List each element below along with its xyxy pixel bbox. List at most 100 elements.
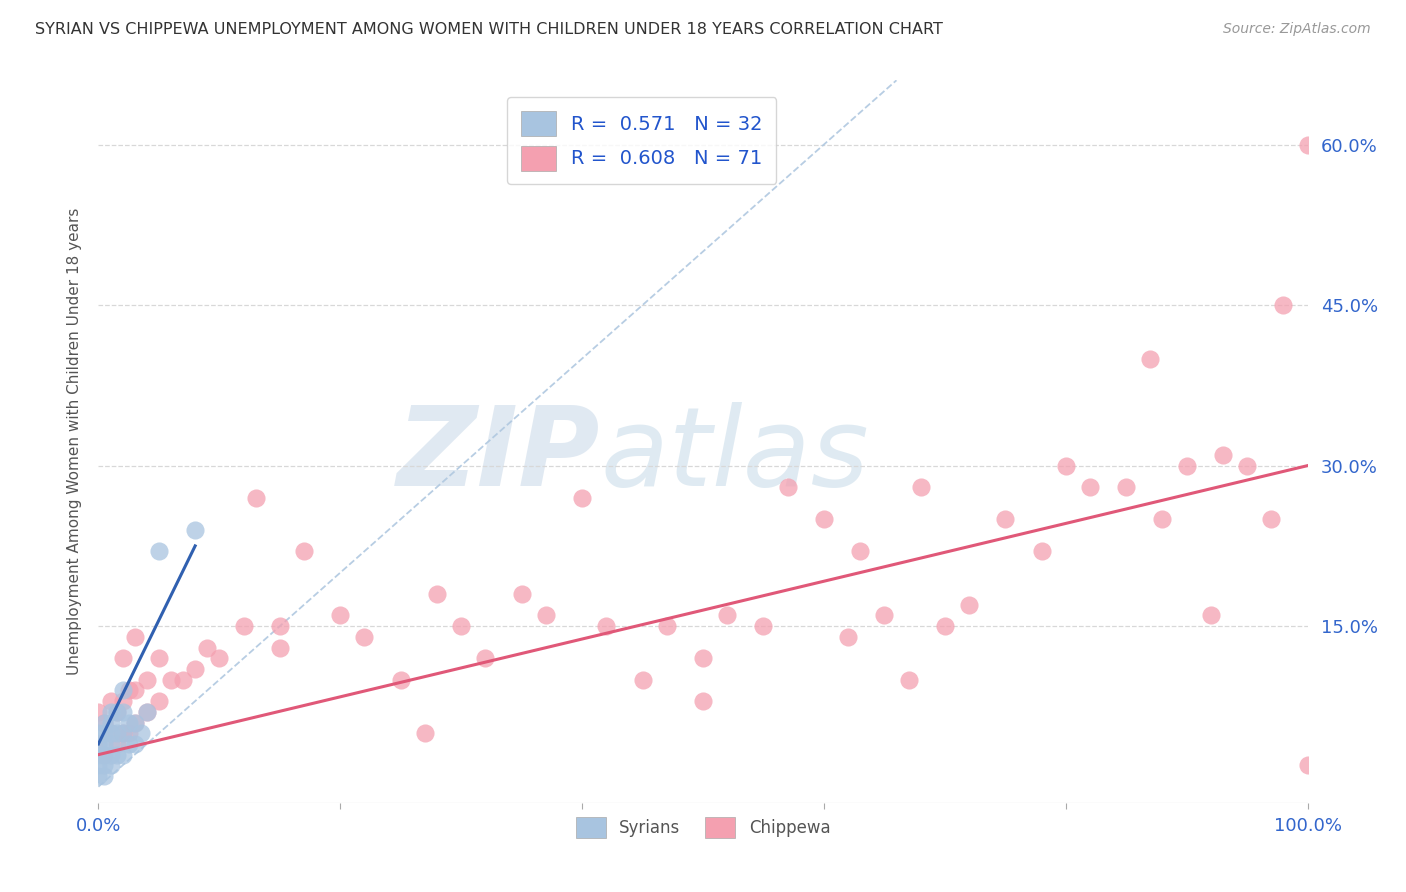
Point bbox=[1212, 448, 1234, 462]
Point bbox=[389, 673, 412, 687]
Point bbox=[100, 737, 122, 751]
Text: SYRIAN VS CHIPPEWA UNEMPLOYMENT AMONG WOMEN WITH CHILDREN UNDER 18 YEARS CORRELA: SYRIAN VS CHIPPEWA UNEMPLOYMENT AMONG WO… bbox=[35, 22, 943, 37]
Point bbox=[105, 705, 128, 719]
Point bbox=[135, 673, 157, 687]
Point bbox=[100, 726, 122, 740]
Point bbox=[269, 619, 291, 633]
Point bbox=[111, 683, 134, 698]
Text: atlas: atlas bbox=[600, 402, 869, 509]
Point bbox=[752, 619, 775, 633]
Point bbox=[148, 694, 170, 708]
Point bbox=[87, 769, 110, 783]
Point bbox=[849, 544, 872, 558]
Point bbox=[87, 705, 110, 719]
Point bbox=[118, 737, 141, 751]
Point bbox=[148, 651, 170, 665]
Point bbox=[934, 619, 956, 633]
Point bbox=[93, 737, 115, 751]
Point bbox=[994, 512, 1017, 526]
Point bbox=[329, 608, 352, 623]
Point bbox=[124, 737, 146, 751]
Point bbox=[100, 705, 122, 719]
Point bbox=[111, 651, 134, 665]
Point bbox=[160, 673, 183, 687]
Point bbox=[118, 683, 141, 698]
Point bbox=[93, 769, 115, 783]
Point bbox=[595, 619, 617, 633]
Point bbox=[1296, 758, 1319, 772]
Point bbox=[87, 747, 110, 762]
Point bbox=[1296, 137, 1319, 152]
Point bbox=[1272, 298, 1295, 312]
Point bbox=[111, 747, 134, 762]
Point bbox=[111, 705, 134, 719]
Point bbox=[1054, 458, 1077, 473]
Point bbox=[93, 747, 115, 762]
Point bbox=[111, 726, 134, 740]
Point bbox=[631, 673, 654, 687]
Point bbox=[105, 737, 128, 751]
Point bbox=[135, 705, 157, 719]
Point bbox=[87, 737, 110, 751]
Point bbox=[450, 619, 472, 633]
Point bbox=[124, 630, 146, 644]
Point bbox=[184, 662, 207, 676]
Point bbox=[100, 715, 122, 730]
Point bbox=[510, 587, 533, 601]
Point bbox=[93, 726, 115, 740]
Point bbox=[124, 715, 146, 730]
Point bbox=[1115, 480, 1137, 494]
Point bbox=[111, 694, 134, 708]
Point bbox=[1078, 480, 1101, 494]
Point bbox=[910, 480, 932, 494]
Point bbox=[1139, 351, 1161, 366]
Point bbox=[571, 491, 593, 505]
Point bbox=[100, 694, 122, 708]
Point bbox=[1175, 458, 1198, 473]
Point bbox=[1199, 608, 1222, 623]
Point bbox=[692, 651, 714, 665]
Point bbox=[813, 512, 835, 526]
Point bbox=[105, 705, 128, 719]
Point bbox=[184, 523, 207, 537]
Point bbox=[1260, 512, 1282, 526]
Point bbox=[124, 715, 146, 730]
Point bbox=[837, 630, 859, 644]
Point bbox=[716, 608, 738, 623]
Point bbox=[172, 673, 194, 687]
Point bbox=[897, 673, 920, 687]
Point bbox=[474, 651, 496, 665]
Text: ZIP: ZIP bbox=[396, 402, 600, 509]
Point bbox=[776, 480, 799, 494]
Point bbox=[100, 726, 122, 740]
Point bbox=[100, 747, 122, 762]
Point bbox=[692, 694, 714, 708]
Point bbox=[93, 747, 115, 762]
Point bbox=[105, 726, 128, 740]
Point bbox=[534, 608, 557, 623]
Point bbox=[111, 726, 134, 740]
Point bbox=[655, 619, 678, 633]
Point bbox=[124, 683, 146, 698]
Point bbox=[93, 758, 115, 772]
Point bbox=[232, 619, 254, 633]
Point bbox=[105, 747, 128, 762]
Point bbox=[426, 587, 449, 601]
Point bbox=[87, 737, 110, 751]
Point bbox=[93, 715, 115, 730]
Point bbox=[269, 640, 291, 655]
Point bbox=[292, 544, 315, 558]
Point bbox=[100, 758, 122, 772]
Point bbox=[135, 705, 157, 719]
Point bbox=[195, 640, 218, 655]
Point bbox=[1031, 544, 1053, 558]
Point bbox=[245, 491, 267, 505]
Point bbox=[87, 726, 110, 740]
Text: Source: ZipAtlas.com: Source: ZipAtlas.com bbox=[1223, 22, 1371, 37]
Point bbox=[413, 726, 436, 740]
Point bbox=[87, 758, 110, 772]
Point bbox=[1236, 458, 1258, 473]
Point bbox=[118, 715, 141, 730]
Legend: Syrians, Chippewa: Syrians, Chippewa bbox=[569, 810, 837, 845]
Y-axis label: Unemployment Among Women with Children Under 18 years: Unemployment Among Women with Children U… bbox=[66, 208, 82, 675]
